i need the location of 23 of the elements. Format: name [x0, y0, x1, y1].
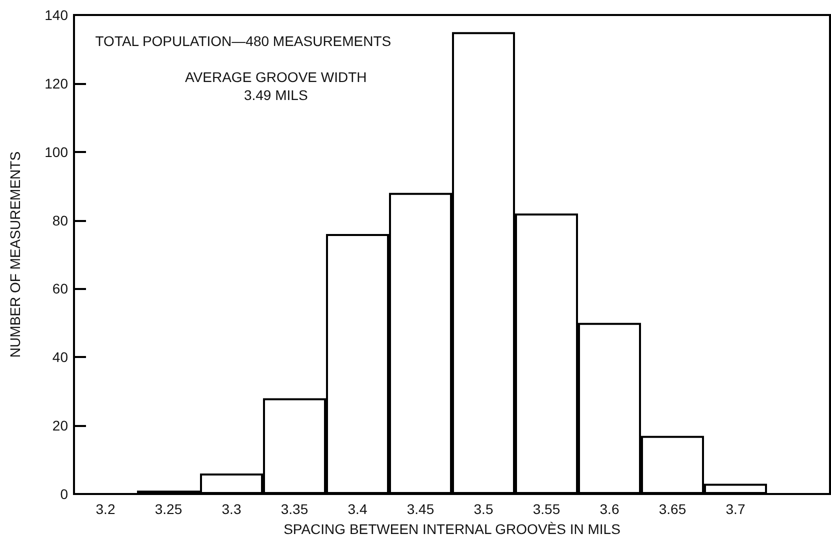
- x-tick-label: 3.55: [532, 501, 560, 517]
- x-tick-label: 3.5: [474, 501, 494, 517]
- y-tick-label: 100: [44, 144, 68, 160]
- x-tick-label: 3.3: [222, 501, 242, 517]
- y-axis-title: NUMBER OF MEASUREMENTS: [7, 151, 23, 358]
- x-tick-label: 3.65: [658, 501, 686, 517]
- x-tick-label: 3.2: [96, 501, 116, 517]
- y-tick-label: 120: [44, 75, 68, 92]
- x-tick-label: 3.45: [406, 501, 434, 517]
- y-tick-label: 60: [52, 280, 68, 297]
- y-tick-label: 140: [44, 7, 68, 23]
- x-tick-label: 3.7: [726, 501, 746, 517]
- x-tick-label: 3.4: [348, 501, 368, 517]
- x-tick-label: 3.25: [154, 501, 182, 517]
- x-tick-label: 3.35: [280, 501, 308, 517]
- x-axis-title: SPACING BETWEEN INTERNAL GROOVÈS IN MILS: [284, 521, 620, 537]
- y-tick-label: 20: [52, 418, 68, 434]
- x-tick-label: 3.6: [600, 501, 620, 517]
- y-tick-label: 40: [52, 349, 68, 366]
- y-tick-label: 0: [60, 486, 68, 502]
- annotation: TOTAL POPULATION—480 MEASUREMENTS: [95, 33, 392, 49]
- annotation: AVERAGE GROOVE WIDTH 3.49 MILS: [185, 69, 367, 103]
- y-tick-label: 80: [52, 212, 68, 228]
